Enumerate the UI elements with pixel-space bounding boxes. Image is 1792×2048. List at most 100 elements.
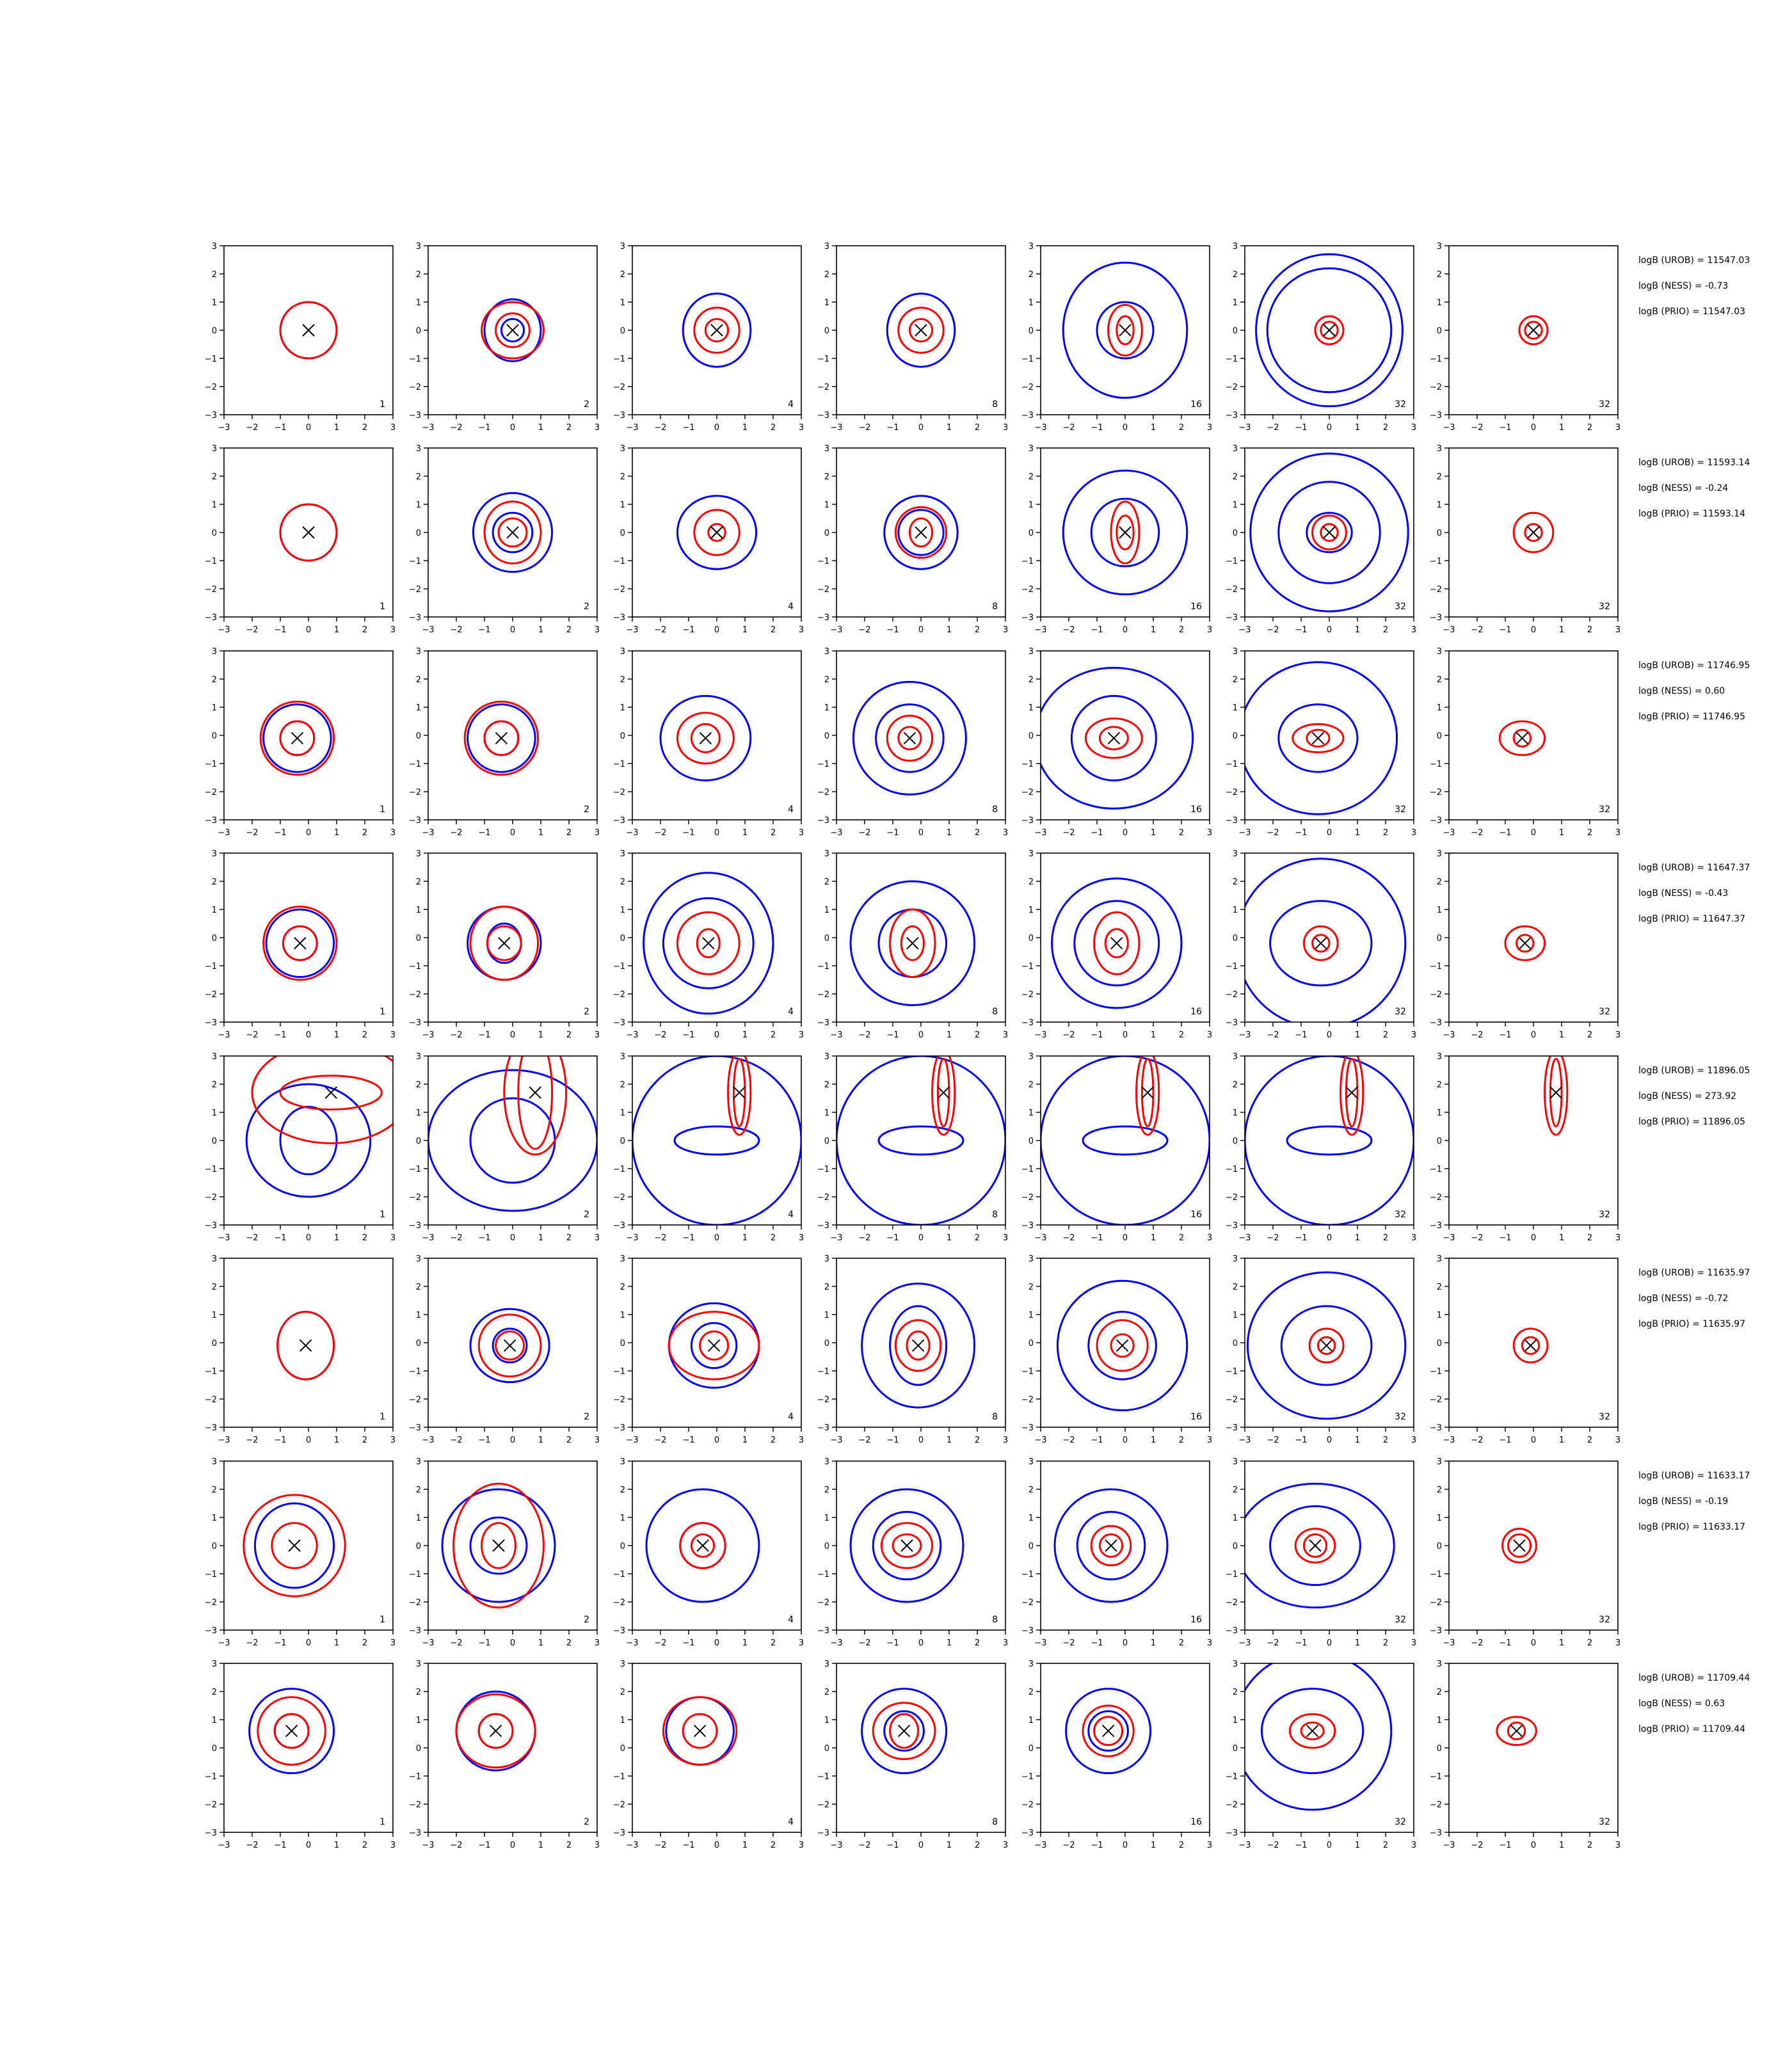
y-tick-label: 1 — [1437, 500, 1442, 510]
true-marker — [492, 1539, 505, 1552]
x-tick-label: 3 — [1003, 625, 1008, 635]
contour-layer — [441, 1482, 556, 1609]
panel-label: 1 — [380, 1615, 385, 1625]
x-tick-label: −2 — [1471, 625, 1483, 635]
x-tick-label: −1 — [1499, 1841, 1511, 1850]
x-tick-label: −1 — [1295, 1030, 1307, 1040]
x-tick-label: 2 — [566, 1638, 572, 1648]
blue-contour — [886, 292, 956, 368]
x-tick-label: 1 — [947, 423, 952, 433]
x-tick-label: −1 — [274, 828, 286, 838]
y-tick-label: −1 — [205, 557, 217, 566]
panel-label: 16 — [1190, 1007, 1202, 1017]
y-tick-label: −1 — [409, 760, 421, 769]
x-tick-label: 0 — [714, 1436, 719, 1445]
y-tick-label: 3 — [824, 444, 829, 454]
x-tick-label: 1 — [334, 1638, 339, 1648]
blue-contour — [265, 908, 335, 979]
blue-contour — [1087, 1311, 1157, 1380]
y-tick-label: −2 — [613, 1598, 625, 1608]
red-contour — [1292, 723, 1345, 753]
y-tick-label: −2 — [1430, 1395, 1442, 1405]
y-tick-label: −2 — [817, 1193, 829, 1203]
y-tick-label: −3 — [409, 1626, 421, 1636]
y-tick-label: 3 — [212, 242, 217, 252]
red-contour — [699, 1330, 730, 1361]
panel-label: 16 — [1190, 602, 1202, 612]
x-tick-label: 2 — [771, 1638, 776, 1648]
x-tick-label: 1 — [538, 1638, 543, 1648]
x-tick-label: 1 — [742, 1233, 748, 1243]
contour-layer — [262, 906, 338, 981]
y-tick-label: −3 — [1430, 1828, 1442, 1838]
red-contour — [1498, 720, 1546, 756]
x-tick-label: −1 — [274, 625, 286, 635]
y-tick-label: −3 — [409, 1828, 421, 1838]
x-tick-label: 3 — [1411, 625, 1416, 635]
contour-layer — [428, 1056, 597, 1212]
y-tick-label: 2 — [1233, 877, 1238, 887]
panel-label: 16 — [1190, 1412, 1202, 1422]
x-tick-label: −2 — [1471, 423, 1483, 433]
true-marker — [324, 1086, 337, 1099]
x-tick-label: 3 — [1003, 1638, 1008, 1648]
red-contour — [1524, 523, 1543, 542]
x-tick-label: −3 — [626, 1030, 638, 1040]
y-tick-label: 0 — [212, 326, 217, 336]
blue-contour — [1053, 1488, 1169, 1603]
x-tick-label: −2 — [1062, 1841, 1075, 1850]
x-tick-label: 1 — [538, 1436, 543, 1445]
x-tick-label: 3 — [1411, 1030, 1416, 1040]
red-contour — [251, 1056, 393, 1144]
y-tick-label: 1 — [416, 1514, 421, 1523]
x-tick-label: −1 — [1091, 1841, 1103, 1850]
x-tick-label: 1 — [1151, 1233, 1156, 1243]
true-marker — [1320, 1339, 1333, 1352]
y-tick-label: 3 — [416, 1457, 421, 1467]
y-tick-label: −3 — [613, 613, 625, 623]
y-tick-label: 3 — [1028, 1660, 1034, 1669]
red-contour — [1306, 728, 1331, 748]
y-tick-label: −2 — [613, 585, 625, 595]
x-tick-label: −2 — [858, 1233, 870, 1243]
x-tick-label: 3 — [1003, 1233, 1008, 1243]
y-tick-label: −1 — [817, 962, 829, 972]
y-tick-label: 2 — [824, 1485, 829, 1495]
x-tick-label: −3 — [626, 625, 638, 635]
x-tick-label: −2 — [858, 1841, 870, 1850]
x-tick-label: 0 — [306, 1233, 311, 1243]
x-tick-label: 3 — [1003, 1841, 1008, 1850]
blue-contour — [1245, 858, 1407, 1022]
blue-contour — [897, 509, 945, 556]
y-tick-label: −3 — [409, 1018, 421, 1028]
x-tick-label: −2 — [1471, 828, 1483, 838]
x-tick-label: 3 — [1207, 423, 1212, 433]
x-tick-label: −1 — [1499, 423, 1511, 433]
y-tick-label: 0 — [1028, 1542, 1034, 1551]
y-tick-label: −3 — [817, 816, 829, 826]
y-tick-label: 3 — [620, 242, 625, 252]
y-tick-label: 2 — [1028, 1080, 1034, 1090]
x-tick-label: −2 — [246, 1030, 258, 1040]
blue-contour — [883, 495, 959, 570]
y-tick-label: 0 — [620, 1339, 625, 1348]
contour-layer — [836, 1056, 1005, 1225]
x-tick-label: 3 — [1207, 1841, 1212, 1850]
y-tick-label: 1 — [824, 906, 829, 915]
y-tick-label: 2 — [1233, 1080, 1238, 1090]
y-tick-label: 1 — [1233, 1514, 1238, 1523]
x-tick-label: −1 — [1091, 1233, 1103, 1243]
contour-panel: −3−3 −2 −2 −1 −1 0 0 1 1 2 2 3 3 1 — [205, 1052, 396, 1243]
y-tick-label: 3 — [1437, 1660, 1442, 1669]
blue-contour — [877, 1125, 964, 1156]
contour-layer — [1053, 1488, 1169, 1603]
panel-label: 1 — [380, 1412, 385, 1422]
true-marker — [1323, 324, 1336, 337]
contour-panel: −3−3 −2 −2 −1 −1 0 0 1 1 2 2 3 3 32 — [1226, 849, 1416, 1040]
red-contour — [452, 1482, 545, 1609]
y-tick-label: 3 — [416, 1660, 421, 1669]
x-tick-label: 1 — [1559, 1841, 1564, 1850]
y-tick-label: 2 — [1028, 877, 1034, 887]
x-tick-label: 0 — [1123, 1841, 1128, 1850]
x-tick-label: 1 — [334, 625, 339, 635]
